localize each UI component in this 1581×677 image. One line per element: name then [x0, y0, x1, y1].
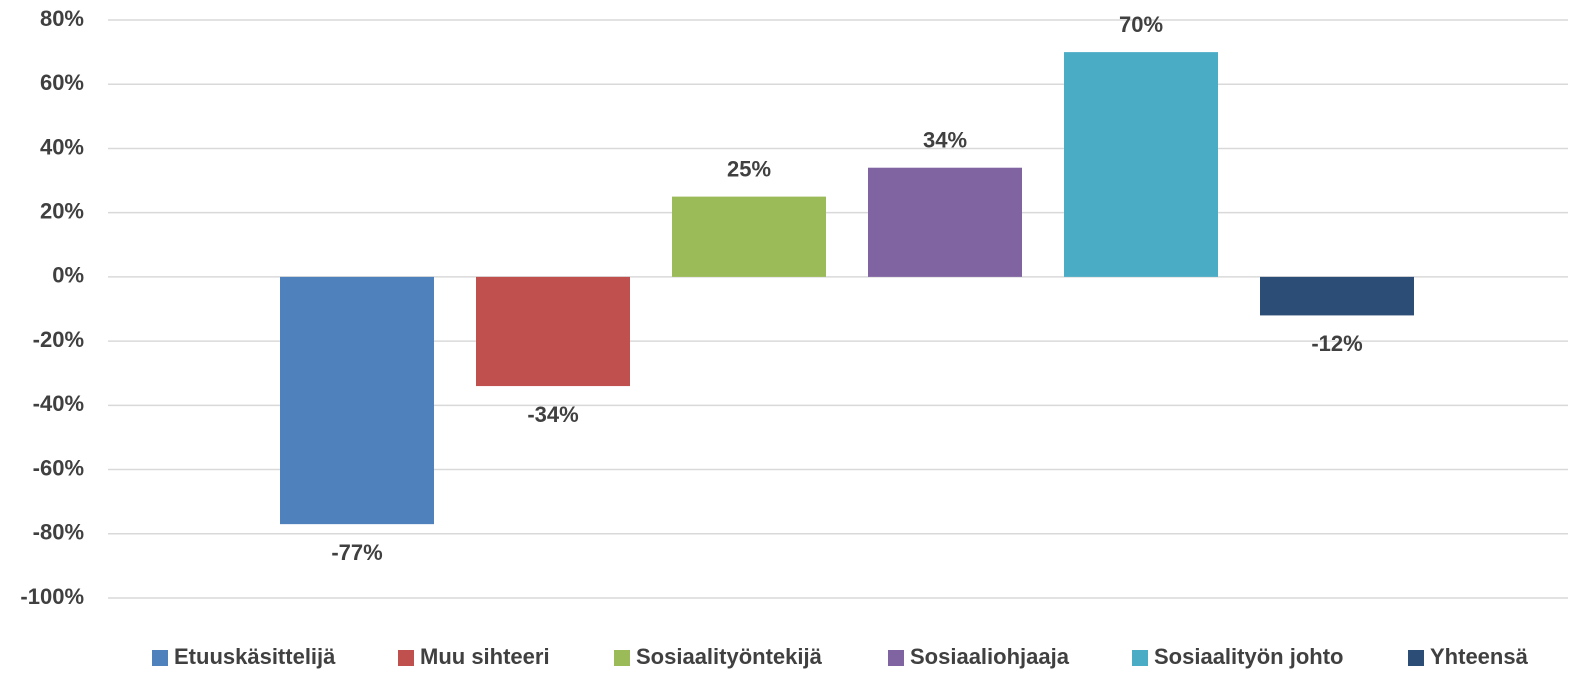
data-label: 70%: [1119, 12, 1163, 37]
bar: [672, 196, 826, 277]
y-tick-label: -40%: [33, 391, 84, 416]
data-label: 34%: [923, 128, 967, 153]
data-label: -34%: [527, 402, 578, 427]
legend-swatch: [1408, 650, 1424, 666]
legend-label: Yhteensä: [1430, 644, 1529, 669]
y-tick-label: 80%: [40, 6, 84, 31]
y-tick-label: -100%: [20, 584, 84, 609]
legend-label: Sosiaalityön johto: [1154, 644, 1343, 669]
y-tick-label: 0%: [52, 263, 84, 288]
y-tick-label: 60%: [40, 70, 84, 95]
data-label: -77%: [331, 540, 382, 565]
bar: [476, 276, 630, 387]
y-tick-label: 20%: [40, 198, 84, 223]
legend-swatch: [398, 650, 414, 666]
y-tick-label: -80%: [33, 520, 84, 545]
legend-swatch: [614, 650, 630, 666]
bar: [1260, 276, 1414, 316]
y-tick-label: -20%: [33, 327, 84, 352]
legend-label: Sosiaaliohjaaja: [910, 644, 1070, 669]
legend-label: Sosiaalityöntekijä: [636, 644, 823, 669]
data-label: 25%: [727, 156, 771, 181]
bar: [1064, 52, 1218, 277]
legend-swatch: [152, 650, 168, 666]
legend-label: Etuuskäsittelijä: [174, 644, 336, 669]
legend-swatch: [888, 650, 904, 666]
y-tick-label: -60%: [33, 455, 84, 480]
bar: [280, 276, 434, 525]
legend-label: Muu sihteeri: [420, 644, 550, 669]
legend-swatch: [1132, 650, 1148, 666]
bar: [868, 167, 1022, 277]
y-tick-label: 40%: [40, 134, 84, 159]
data-label: -12%: [1311, 331, 1362, 356]
